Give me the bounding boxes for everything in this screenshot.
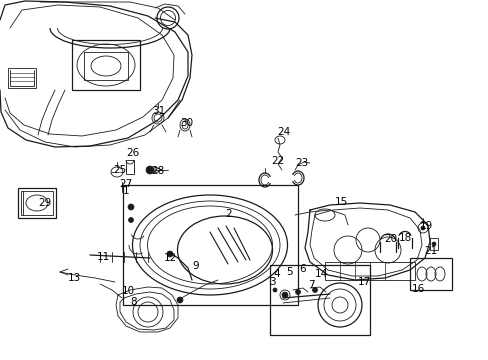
Text: 8: 8 (130, 297, 137, 307)
Text: 2: 2 (225, 209, 232, 219)
Bar (21, 191, 53, 215)
Text: 27: 27 (119, 179, 133, 189)
Text: 10: 10 (122, 286, 135, 296)
Text: 22: 22 (270, 156, 284, 166)
Bar (18, 188, 56, 218)
Bar (84, 52, 128, 80)
Text: 19: 19 (419, 221, 432, 231)
Text: 15: 15 (334, 197, 347, 207)
Text: 18: 18 (398, 233, 412, 243)
Text: 24: 24 (276, 127, 290, 138)
Text: 30: 30 (180, 118, 193, 128)
Text: 7: 7 (307, 280, 314, 291)
Ellipse shape (146, 166, 154, 174)
Text: 12: 12 (163, 253, 177, 264)
Text: 3: 3 (269, 276, 276, 287)
Text: 11: 11 (97, 252, 110, 262)
Text: 1: 1 (122, 186, 129, 196)
Ellipse shape (272, 288, 276, 292)
Ellipse shape (177, 297, 183, 303)
Text: 28: 28 (150, 166, 164, 176)
Text: 26: 26 (126, 148, 140, 158)
Text: 14: 14 (314, 269, 328, 279)
Text: 29: 29 (38, 198, 52, 208)
Ellipse shape (312, 288, 317, 292)
Text: 21: 21 (424, 246, 437, 256)
Text: 16: 16 (410, 284, 424, 294)
Ellipse shape (431, 242, 435, 246)
Ellipse shape (295, 289, 300, 294)
Ellipse shape (420, 226, 424, 230)
Ellipse shape (128, 204, 134, 210)
Text: 13: 13 (67, 273, 81, 283)
Text: 25: 25 (113, 165, 126, 175)
Bar (126, 160, 134, 174)
Ellipse shape (128, 217, 133, 222)
Ellipse shape (167, 251, 173, 257)
Text: 23: 23 (295, 158, 308, 168)
Bar (269, 265, 369, 335)
Bar (8, 68, 36, 88)
Bar (429, 238, 437, 250)
Text: 6: 6 (298, 264, 305, 274)
Text: 5: 5 (285, 267, 292, 277)
Bar (72, 40, 140, 90)
Bar (123, 185, 297, 305)
Text: 9: 9 (192, 261, 199, 271)
Text: 20: 20 (384, 234, 397, 244)
Bar (325, 262, 414, 280)
Ellipse shape (282, 292, 287, 298)
Text: 4: 4 (272, 269, 279, 279)
Text: 17: 17 (357, 276, 370, 287)
Bar (409, 258, 451, 290)
Text: 31: 31 (152, 106, 165, 116)
